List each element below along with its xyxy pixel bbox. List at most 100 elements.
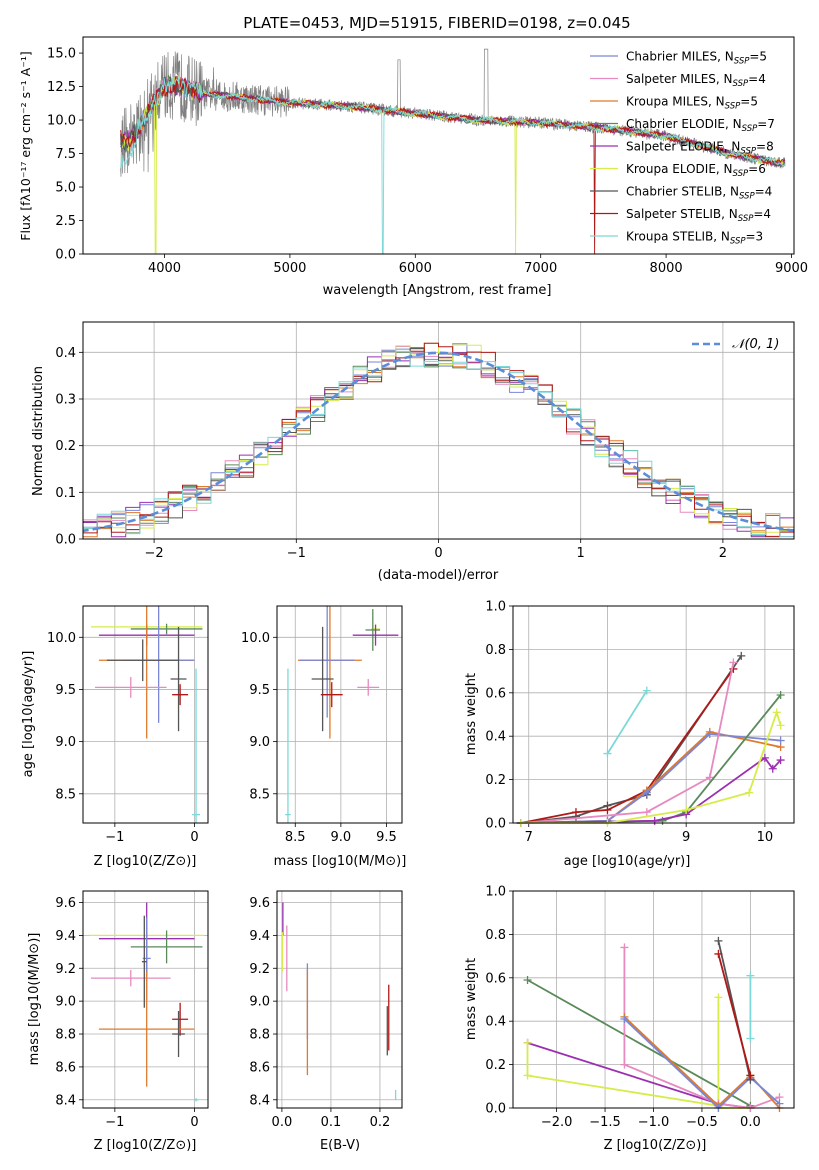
error-bar-point xyxy=(352,624,399,646)
error-bar-point xyxy=(98,971,195,1087)
y-tick-label: 9.0 xyxy=(55,995,76,1010)
y-tick-label: 8.4 xyxy=(55,1093,76,1108)
y-tick-label: 0.2 xyxy=(485,1058,506,1073)
y-tick-label: 9.6 xyxy=(55,896,76,911)
model-spectrum-salpeter-stelib xyxy=(120,76,786,254)
axes: 8.5 9.0 9.5 8.5 9.0 9.5 10.0 xyxy=(241,606,402,845)
weight-marker xyxy=(768,764,777,773)
y-tick-label: 0.6 xyxy=(485,686,506,701)
residual-histograms xyxy=(83,342,794,538)
error-bars xyxy=(285,606,399,823)
age-vs-metallicity-ylabel: age [log10(age/yr)] xyxy=(21,651,36,778)
x-tick-label: 9.0 xyxy=(331,830,352,845)
y-tick-label: 0.2 xyxy=(485,773,506,788)
x-tick-label: 2 xyxy=(719,546,727,561)
y-tick-label: 10.0 xyxy=(47,631,76,646)
legend-label: Salpeter ELODIE, NSSP=8 xyxy=(626,140,774,157)
weight-marker xyxy=(523,1038,532,1047)
y-tick-label: 1.0 xyxy=(485,600,506,615)
error-bars xyxy=(89,902,205,1102)
spectrum-lines xyxy=(120,48,786,254)
y-tick-label: 8.8 xyxy=(55,1028,76,1043)
weight-line-salpeter-stelib xyxy=(717,953,752,1076)
error-bar-point xyxy=(320,682,343,708)
spectrum-panel: PLATE=0453, MJD=51915, FIBERID=0198, z=0… xyxy=(18,14,808,298)
error-bar-point xyxy=(357,679,380,696)
y-tick-label: 8.5 xyxy=(55,787,76,802)
x-tick-label: −1 xyxy=(105,830,124,845)
error-bar-point xyxy=(192,668,201,823)
weight-marker xyxy=(705,773,714,782)
axes-frame xyxy=(512,890,795,1109)
weight-vs-metallicity-xlabel: Z [log10(Z/Z⊙)] xyxy=(604,1138,707,1153)
x-tick-label: 9 xyxy=(682,830,690,845)
y-tick-label: 8.6 xyxy=(249,1060,270,1075)
y-tick-label: 5.0 xyxy=(55,181,76,196)
x-tick-label: 9000 xyxy=(775,261,808,276)
error-bars xyxy=(90,606,203,823)
weight-marker xyxy=(729,658,738,667)
error-bar-point xyxy=(285,668,291,823)
model-spectrum-kroupa-elodie xyxy=(120,75,786,254)
x-tick-label: −1.5 xyxy=(589,1115,621,1130)
axes-frame xyxy=(82,321,795,540)
axes-frame xyxy=(82,36,795,255)
y-tick-label: 9.0 xyxy=(249,735,270,750)
y-tick-label: 0.0 xyxy=(485,1102,506,1117)
weight-marker xyxy=(650,816,659,825)
weight-marker xyxy=(642,788,651,797)
y-tick-label: 7.5 xyxy=(55,147,76,162)
y-tick-label: 9.4 xyxy=(55,929,76,944)
axes: −1 0 8.4 8.6 8.8 9.0 9.2 9.4 9.6 xyxy=(55,891,208,1130)
weight-vs-metallicity-ylabel: mass weight xyxy=(464,958,479,1040)
weight-marker xyxy=(714,949,723,958)
x-tick-label: 6000 xyxy=(399,261,432,276)
mass-vs-metallicity-xlabel: Z [log10(Z/Z⊙)] xyxy=(94,1138,197,1153)
weight-line-chabrier-miles xyxy=(623,1018,781,1110)
y-tick-label: 0.4 xyxy=(485,730,506,745)
spectrum-ylabel: Flux [fλ10⁻¹⁷ erg cm⁻² s⁻¹ A⁻¹] xyxy=(18,51,33,240)
weight-line-salpeter-miles xyxy=(520,662,735,824)
x-tick-label: 0.0 xyxy=(272,1115,293,1130)
spectrum-xlabel: wavelength [Angstrom, rest frame] xyxy=(323,283,552,298)
x-tick-label: −2.0 xyxy=(541,1115,573,1130)
error-bar-point xyxy=(172,1011,185,1058)
axes: 7 8 9 10 0.0 0.2 0.4 0.6 0.8 1.0 xyxy=(485,600,794,845)
y-tick-label: 8.5 xyxy=(249,787,270,802)
error-bar-point xyxy=(193,1098,199,1102)
weight-marker xyxy=(571,808,580,817)
x-tick-label: −2 xyxy=(145,546,164,561)
y-tick-label: 0.2 xyxy=(55,439,76,454)
legend-label: Kroupa STELIB, NSSP=3 xyxy=(626,230,763,247)
weight-vs-age-xlabel: age [log10(age/yr)] xyxy=(564,854,691,869)
weight-marker xyxy=(714,936,723,945)
weight-lines xyxy=(516,651,785,827)
error-bar-point xyxy=(170,626,187,732)
error-bar-point xyxy=(365,609,381,651)
weight-marker xyxy=(772,708,781,717)
legend-label: Kroupa ELODIE, NSSP=6 xyxy=(626,162,766,179)
axes-frame xyxy=(82,605,209,824)
legend-label: Salpeter STELIB, NSSP=4 xyxy=(626,207,771,224)
x-tick-label: 0 xyxy=(434,546,442,561)
axes: −1 0 8.5 9.0 9.5 10.0 xyxy=(47,606,208,845)
y-tick-label: 0.8 xyxy=(485,643,506,658)
age-vs-metallicity-panel: −1 0 8.5 9.0 9.5 10.0 xyxy=(47,605,209,845)
y-tick-label: 0.8 xyxy=(485,928,506,943)
y-tick-label: 0.4 xyxy=(55,346,76,361)
weight-marker xyxy=(603,805,612,814)
x-tick-label: 0.2 xyxy=(370,1115,391,1130)
y-tick-label: 0.4 xyxy=(485,1015,506,1030)
legend-label: Kroupa MILES, NSSP=5 xyxy=(626,95,758,112)
x-tick-label: 5000 xyxy=(273,261,306,276)
weight-marker xyxy=(776,736,785,745)
weight-marker xyxy=(760,753,769,762)
gaussian-curve xyxy=(83,351,794,533)
x-tick-label: −1 xyxy=(287,546,306,561)
weight-marker xyxy=(746,1071,755,1080)
weight-marker xyxy=(523,1071,532,1080)
x-tick-label: −0.5 xyxy=(686,1115,718,1130)
x-tick-label: 0 xyxy=(190,830,198,845)
weight-line-salpeter-stelib xyxy=(520,668,735,824)
x-tick-label: 0.1 xyxy=(321,1115,342,1130)
